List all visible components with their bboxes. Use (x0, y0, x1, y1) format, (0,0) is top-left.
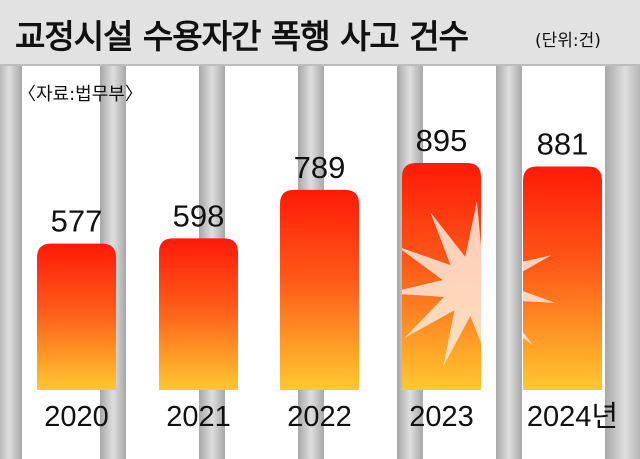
unit-label: (단위:건) (535, 31, 601, 51)
category-label: 2021 (166, 401, 231, 433)
header: 교정시설 수용자간 폭행 사고 건수 (단위:건) (0, 0, 640, 66)
bar-2022 (280, 189, 359, 390)
value-label: 598 (173, 198, 225, 233)
category-label: 2022 (287, 401, 352, 433)
value-label: 789 (294, 150, 346, 185)
category-label: 2023 (409, 401, 474, 433)
value-label: 881 (537, 127, 589, 162)
starburst-decoration (523, 255, 556, 346)
value-label: 895 (416, 123, 468, 158)
bar-pillar-decoration (0, 66, 22, 459)
source-label: 〈자료:법무부〉 (18, 84, 143, 105)
category-label: 2020 (44, 401, 109, 433)
bar-pillar-decoration (605, 66, 640, 459)
bar-2024년 (523, 166, 602, 390)
chart-title: 교정시설 수용자간 폭행 사고 건수 (15, 17, 469, 56)
bar-2020 (37, 243, 116, 390)
bar-pillar-decoration (496, 66, 522, 459)
starburst-decoration (402, 201, 481, 367)
value-label: 577 (51, 204, 103, 239)
bar-2021 (159, 238, 238, 390)
bar-chart: 577 2020 598 2021 789 2022 895 2023 881 2024년 (0, 66, 640, 459)
category-label: 2024년 (527, 401, 618, 433)
